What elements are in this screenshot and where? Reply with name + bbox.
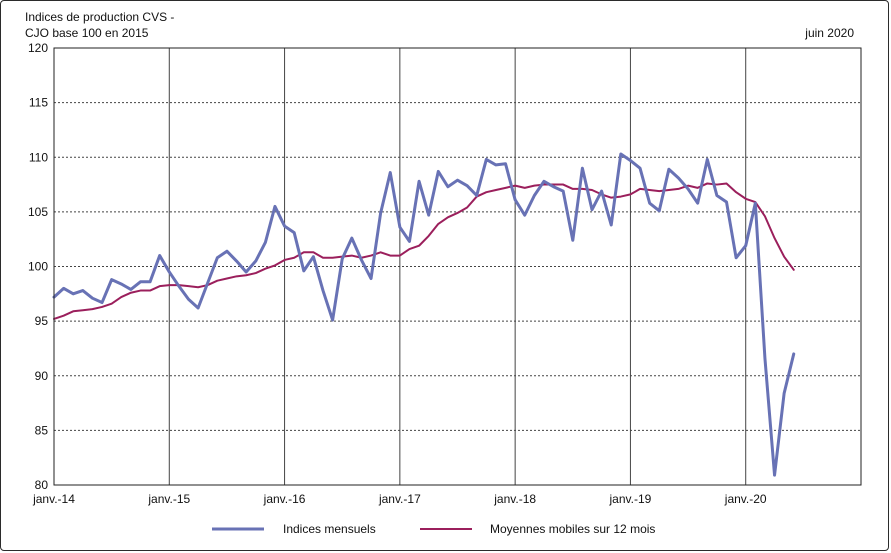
y-tick-label: 105 bbox=[28, 205, 48, 219]
legend-label-moving-average: Moyennes mobiles sur 12 mois bbox=[490, 522, 655, 536]
y-tick-label: 120 bbox=[28, 41, 48, 55]
legend: Indices mensuels Moyennes mobiles sur 12… bbox=[212, 522, 655, 536]
y-tick-label: 85 bbox=[35, 423, 49, 437]
chart-title-line2: CJO base 100 en 2015 bbox=[25, 26, 149, 40]
chart-title-line1: Indices de production CVS - bbox=[25, 10, 175, 24]
vertical-gridlines bbox=[168, 48, 747, 485]
y-tick-label: 115 bbox=[29, 96, 48, 110]
y-tick-label: 90 bbox=[35, 369, 49, 383]
y-tick-label: 110 bbox=[29, 150, 48, 164]
x-tick-label: janv.-17 bbox=[378, 492, 421, 506]
y-tick-labels: 80 85 90 95 100 105 110 115 120 bbox=[28, 41, 48, 492]
x-tick-label: janv.-15 bbox=[147, 492, 190, 506]
legend-label-monthly: Indices mensuels bbox=[283, 522, 376, 536]
series-line-moving-average bbox=[53, 182, 795, 320]
series-line-monthly bbox=[52, 152, 796, 477]
horizontal-gridlines bbox=[54, 102, 861, 431]
plot-area-border bbox=[53, 47, 862, 486]
y-tick-label: 100 bbox=[28, 260, 48, 274]
x-tick-label: janv.-19 bbox=[609, 492, 652, 506]
x-tick-label: janv.-16 bbox=[263, 492, 306, 506]
y-tick-label: 95 bbox=[35, 314, 49, 328]
x-tick-label: janv.-14 bbox=[32, 492, 75, 506]
x-tick-label: janv.-18 bbox=[493, 492, 536, 506]
x-tick-labels: janv.-14 janv.-15 janv.-16 janv.-17 janv.-18… bbox=[32, 492, 767, 506]
date-label: juin 2020 bbox=[805, 26, 854, 40]
x-tick-label: janv.-20 bbox=[724, 492, 767, 506]
y-tick-label: 80 bbox=[35, 478, 49, 492]
series-lines bbox=[52, 152, 796, 477]
